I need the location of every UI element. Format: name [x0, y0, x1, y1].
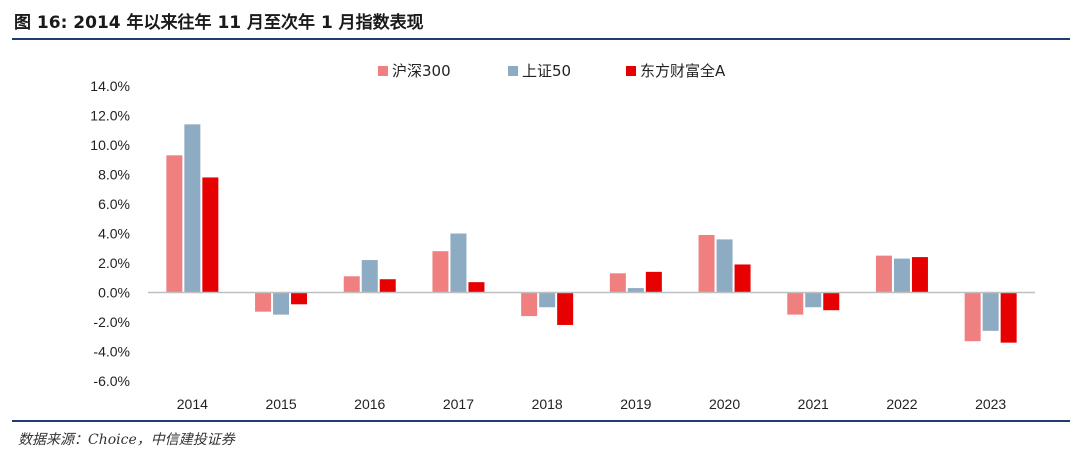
bar-2020-3 [734, 264, 751, 293]
y-tick-label: 12.0% [90, 108, 130, 124]
y-tick-label: 0.0% [98, 285, 130, 301]
y-tick-label: 10.0% [90, 137, 130, 153]
bar-2016-2 [361, 260, 378, 293]
bar-2018-1 [521, 292, 538, 317]
source-note: 数据来源：Choice，中信建投证券 [18, 432, 235, 448]
y-axis: 14.0% 12.0% 10.0% 8.0% 6.0% 4.0% 2.0% 0.0% -2.0%… [90, 78, 130, 389]
bar-2014-3 [202, 177, 219, 293]
bottom-rule [12, 420, 1070, 422]
bar-2021-2 [805, 292, 822, 308]
figure-title: 图 16: 2014 年以来往年 11 月至次年 1 月指数表现 [14, 13, 424, 33]
x-axis: 2014 2015 2016 2017 2018 2019 2020 2021 2022 2023 [148, 291, 1035, 412]
bar-2018-2 [539, 292, 556, 308]
bar-2014-1 [166, 155, 183, 293]
bar-2022-1 [875, 255, 892, 293]
bar-2019-2 [627, 288, 644, 293]
x-tick-label: 2018 [532, 396, 563, 412]
x-tick-label: 2014 [177, 396, 208, 412]
x-tick-label: 2019 [620, 396, 651, 412]
bar-2019-3 [645, 271, 662, 293]
bar-2021-1 [787, 292, 804, 315]
legend-swatch [626, 66, 636, 76]
legend-swatch [378, 66, 388, 76]
bar-2014-2 [184, 124, 201, 293]
bar-2016-3 [379, 279, 396, 293]
y-tick-label: 6.0% [98, 196, 130, 212]
bar-2019-1 [609, 273, 626, 293]
legend: 沪深300 上证50 东方财富全A [378, 62, 726, 80]
bar-chart: 沪深300 上证50 东方财富全A 14.0% 12.0% 10.0% 8.0% 6.0% 4… [90, 62, 1035, 412]
x-tick-label: 2017 [443, 396, 474, 412]
legend-label: 沪深300 [392, 62, 451, 80]
bar-2017-1 [432, 251, 449, 293]
y-tick-label: -6.0% [93, 373, 130, 389]
legend-swatch [508, 66, 518, 76]
x-tick-label: 2015 [265, 396, 296, 412]
bar-2015-1 [255, 292, 272, 312]
bar-2023-3 [1000, 292, 1017, 343]
bar-2015-3 [291, 292, 308, 305]
x-tick-label: 2023 [975, 396, 1006, 412]
y-tick-label: 4.0% [98, 226, 130, 242]
bar-2016-1 [343, 276, 360, 293]
bar-2020-2 [716, 239, 733, 293]
y-tick-label: -4.0% [93, 344, 130, 360]
legend-label: 东方财富全A [640, 62, 726, 80]
bar-2021-3 [823, 292, 840, 311]
bar-2015-2 [273, 292, 290, 315]
x-tick-label: 2016 [354, 396, 385, 412]
y-tick-label: 8.0% [98, 167, 130, 183]
bar-2022-2 [893, 258, 910, 293]
bar-2018-3 [557, 292, 574, 325]
legend-label: 上证50 [522, 62, 571, 80]
bars [166, 124, 1017, 343]
bar-2020-1 [698, 234, 715, 293]
bar-2017-3 [468, 282, 485, 293]
y-tick-label: -2.0% [93, 314, 130, 330]
bar-2023-2 [982, 292, 999, 331]
y-tick-label: 14.0% [90, 78, 130, 94]
x-tick-label: 2022 [886, 396, 917, 412]
top-rule [12, 38, 1070, 40]
x-tick-label: 2021 [798, 396, 829, 412]
x-tick-label: 2020 [709, 396, 740, 412]
y-tick-label: 2.0% [98, 255, 130, 271]
bar-2023-1 [964, 292, 981, 342]
bar-2022-3 [911, 257, 928, 293]
bar-2017-2 [450, 233, 467, 293]
